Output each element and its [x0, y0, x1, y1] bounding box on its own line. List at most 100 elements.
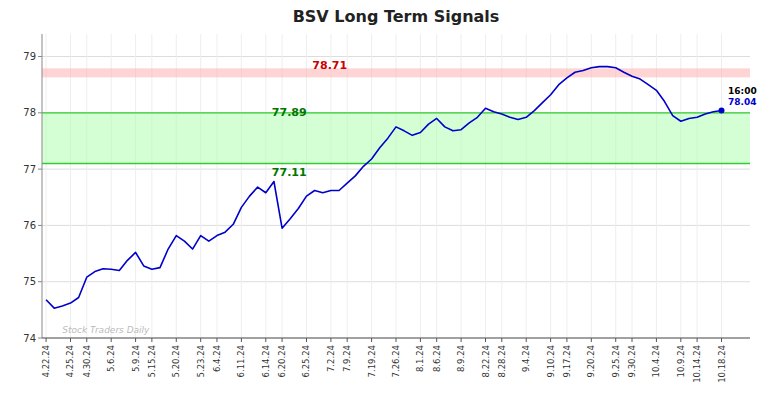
x-tick-label: 10.14.24 — [692, 345, 702, 383]
grid — [42, 34, 750, 338]
last-value-label: 78.04 — [728, 97, 756, 107]
band — [42, 68, 750, 77]
x-tick-label: 6.11.24 — [236, 345, 246, 377]
grid-line — [656, 34, 657, 338]
x-tick — [265, 338, 266, 342]
x-tick-label: 6.20.24 — [277, 345, 287, 377]
grid-line — [371, 34, 372, 338]
x-tick-label: 7.19.24 — [367, 345, 377, 377]
x-tick-label: 5.23.24 — [196, 345, 206, 377]
y-tick-label: 76 — [23, 220, 36, 231]
grid-line — [461, 34, 462, 338]
x-tick-label: 7.26.24 — [391, 345, 401, 377]
x-tick-label: 5.15.24 — [147, 345, 157, 377]
grid-line — [176, 34, 177, 338]
x-tick-label: 8.6.24 — [432, 345, 442, 372]
price-line — [46, 67, 721, 309]
x-tick — [566, 338, 567, 342]
x-tick — [111, 338, 112, 342]
x-tick-label: 10.18.24 — [717, 345, 727, 383]
y-tick-label: 75 — [23, 276, 36, 287]
x-tick — [591, 338, 592, 342]
x-tick — [461, 338, 462, 342]
grid-line — [680, 34, 681, 338]
band — [42, 113, 750, 164]
y-axis-line — [42, 34, 43, 338]
level-line — [42, 163, 750, 164]
x-tick — [347, 338, 348, 342]
grid-line — [566, 34, 567, 338]
x-tick — [721, 338, 722, 342]
x-tick — [371, 338, 372, 342]
x-tick-label: 5.9.24 — [131, 345, 141, 372]
grid-line — [396, 34, 397, 338]
x-tick-label: 9.4.24 — [521, 345, 531, 372]
grid-line — [200, 34, 201, 338]
grid-line — [282, 34, 283, 338]
support-label: 77.11 — [272, 166, 307, 179]
last-point — [719, 108, 725, 114]
grid-line — [135, 34, 136, 338]
x-tick-label: 8.1.24 — [415, 345, 425, 372]
axes: 7475767778794.22.244.25.244.30.245.6.245… — [23, 34, 750, 383]
x-tick-label: 8.22.24 — [481, 345, 491, 377]
grid-line — [265, 34, 266, 338]
x-tick — [420, 338, 421, 342]
x-tick — [151, 338, 152, 342]
y-tick — [38, 281, 42, 282]
plot-area — [42, 67, 750, 309]
y-tick-label: 74 — [23, 333, 36, 344]
title: BSV Long Term Signals — [293, 7, 500, 26]
grid-line — [330, 34, 331, 338]
grid-line — [550, 34, 551, 338]
x-tick — [306, 338, 307, 342]
y-tick-label: 77 — [23, 164, 36, 175]
x-tick — [526, 338, 527, 342]
x-tick — [656, 338, 657, 342]
grid-line — [347, 34, 348, 338]
y-tick — [38, 56, 42, 57]
x-tick — [46, 338, 47, 342]
grid-line — [241, 34, 242, 338]
grid-line — [526, 34, 527, 338]
y-tick-label: 79 — [23, 51, 36, 62]
grid-line — [86, 34, 87, 338]
x-tick — [135, 338, 136, 342]
x-tick — [436, 338, 437, 342]
y-tick — [38, 225, 42, 226]
grid-line — [42, 112, 750, 113]
grid-line — [46, 34, 47, 338]
x-tick-label: 5.20.24 — [171, 345, 181, 377]
y-tick — [38, 112, 42, 113]
resistance-label: 78.71 — [312, 59, 347, 72]
x-tick-label: 6.14.24 — [261, 345, 271, 377]
x-tick-label: 8.28.24 — [497, 345, 507, 377]
grid-line — [151, 34, 152, 338]
x-tick-label: 10.9.24 — [676, 345, 686, 377]
grid-line — [721, 34, 722, 338]
x-tick — [330, 338, 331, 342]
x-tick — [396, 338, 397, 342]
x-tick-label: 9.10.24 — [546, 345, 556, 377]
x-tick-label: 4.30.24 — [82, 345, 92, 377]
x-tick — [485, 338, 486, 342]
chart: BSV Long Term Signals7475767778794.22.24… — [0, 0, 784, 398]
x-tick — [501, 338, 502, 342]
x-tick-label: 4.25.24 — [65, 345, 75, 377]
grid-line — [306, 34, 307, 338]
grid-line — [111, 34, 112, 338]
grid-line — [485, 34, 486, 338]
level-line — [42, 112, 750, 113]
last-time-label: 16:00 — [728, 86, 757, 96]
grid-line — [697, 34, 698, 338]
y-tick-label: 78 — [23, 107, 36, 118]
x-tick — [680, 338, 681, 342]
x-tick — [216, 338, 217, 342]
x-tick-label: 6.25.24 — [301, 345, 311, 377]
grid-line — [632, 34, 633, 338]
grid-line — [436, 34, 437, 338]
x-tick-label: 7.2.24 — [326, 345, 336, 372]
grid-line — [70, 34, 71, 338]
x-tick — [550, 338, 551, 342]
grid-line — [501, 34, 502, 338]
